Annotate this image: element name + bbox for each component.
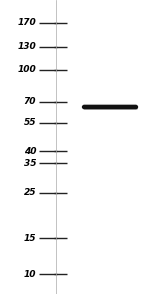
Text: 130: 130: [17, 42, 36, 51]
Text: 35: 35: [24, 158, 36, 168]
Text: 15: 15: [24, 234, 36, 243]
Text: 40: 40: [24, 147, 36, 156]
Text: 70: 70: [24, 97, 36, 106]
Text: 100: 100: [17, 66, 36, 74]
Text: 170: 170: [17, 18, 36, 27]
Text: 25: 25: [24, 188, 36, 198]
Text: 10: 10: [24, 270, 36, 279]
Text: 55: 55: [24, 118, 36, 128]
